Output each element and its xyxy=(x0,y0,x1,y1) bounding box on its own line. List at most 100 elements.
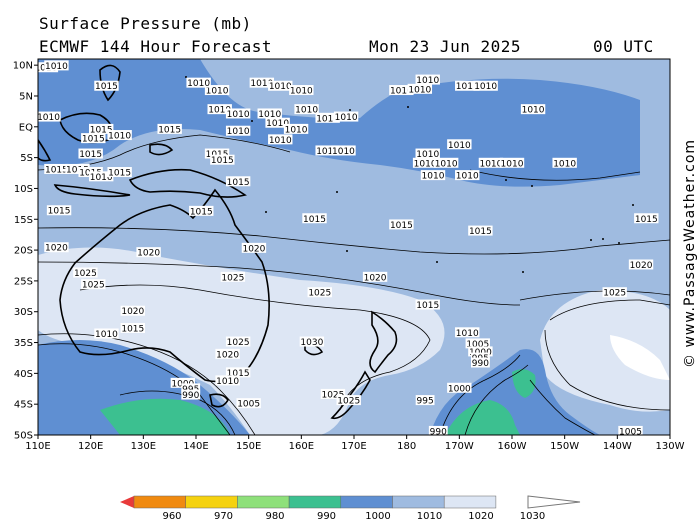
axis-ticks: 10N 5N EQ 5S 10S 15S 20S 25S 30S 35S 40S 45S 50S110E… xyxy=(13,61,685,452)
svg-text:1020: 1020 xyxy=(121,307,144,317)
svg-text:1010: 1010 xyxy=(95,330,118,340)
svg-text:1010: 1010 xyxy=(408,85,431,95)
svg-text:1010: 1010 xyxy=(227,127,250,137)
isobar-label: 1010 xyxy=(44,60,69,72)
legend-swatch xyxy=(133,495,186,509)
svg-text:1015: 1015 xyxy=(303,215,326,225)
isobar-label: 1025 xyxy=(602,287,627,299)
isobar-label: 1010 xyxy=(215,375,240,387)
isobar-label: 1015 xyxy=(89,123,114,135)
svg-text:1020: 1020 xyxy=(216,350,239,360)
svg-text:1010: 1010 xyxy=(414,159,437,169)
svg-text:1010: 1010 xyxy=(479,159,502,169)
svg-text:1010: 1010 xyxy=(553,159,576,169)
lon-label: 150W xyxy=(550,441,579,452)
lat-label: 25S xyxy=(14,276,33,287)
svg-text:1010: 1010 xyxy=(187,79,210,89)
lon-label: 140W xyxy=(603,441,632,452)
svg-text:1010: 1010 xyxy=(258,110,281,120)
svg-text:1000: 1000 xyxy=(448,384,471,394)
lat-label: 10S xyxy=(14,184,33,195)
svg-text:1010: 1010 xyxy=(285,125,308,135)
svg-text:1010: 1010 xyxy=(335,113,358,123)
isobar-label: 995 xyxy=(415,395,435,407)
svg-text:1010: 1010 xyxy=(216,377,239,387)
isobar-label: 1010 xyxy=(257,108,282,120)
isobar-label: 1010 xyxy=(294,104,319,116)
lon-label: 130W xyxy=(656,441,685,452)
lat-label: 40S xyxy=(14,369,33,380)
lon-label: 170E xyxy=(341,441,366,452)
legend-value: 990 xyxy=(317,511,336,522)
isobar-label: 1005 xyxy=(236,398,261,410)
isobar-label: 1020 xyxy=(362,271,388,283)
isobar-label: 1015 xyxy=(94,80,119,92)
svg-text:1025: 1025 xyxy=(337,397,360,407)
svg-text:1010: 1010 xyxy=(295,106,318,116)
isobar-label: 1010 xyxy=(89,171,114,183)
isobar-label: 1010 xyxy=(249,77,275,89)
isobar-label: 1015 xyxy=(44,163,69,175)
isobar-label: 1020 xyxy=(241,242,267,254)
lat-label: EQ xyxy=(19,122,33,133)
isobar-label: 1015 xyxy=(225,367,251,379)
lon-label: 110E xyxy=(25,441,50,452)
svg-text:1010: 1010 xyxy=(37,113,60,123)
svg-text:1010: 1010 xyxy=(456,172,479,182)
isobar-label: 1015 xyxy=(81,133,106,145)
isobar-label: 1010 xyxy=(455,170,480,182)
svg-text:1015: 1015 xyxy=(121,324,144,334)
isobar-label: 1030 xyxy=(299,336,325,348)
isobar-label: 1015 xyxy=(415,299,440,311)
legend-swatch xyxy=(237,495,290,509)
svg-text:1010: 1010 xyxy=(266,119,289,129)
isobar-label: 1005 xyxy=(618,425,643,435)
isobar-label: 1015 xyxy=(389,219,414,231)
svg-text:990: 990 xyxy=(472,359,489,369)
svg-text:1010: 1010 xyxy=(208,106,231,116)
isobar-label: 1010 xyxy=(407,83,433,95)
isobar-label: 1025 xyxy=(336,395,361,407)
isobar-label: 1025 xyxy=(320,388,346,400)
svg-text:1015: 1015 xyxy=(416,301,439,311)
isobar-label: 1000 xyxy=(447,382,472,394)
isobar-label: 1010 xyxy=(94,328,119,340)
svg-text:1025: 1025 xyxy=(227,338,250,348)
svg-text:1015: 1015 xyxy=(45,165,68,175)
isobar-label: 1010 xyxy=(455,80,480,92)
legend-value: 970 xyxy=(214,511,233,522)
isobar-label: 1020 xyxy=(136,247,161,259)
watermark: © www.PassageWeather.com xyxy=(682,139,698,368)
isobar-label: 990 xyxy=(181,389,201,401)
isobar-label: 1010 xyxy=(225,108,251,120)
svg-text:1010: 1010 xyxy=(227,110,250,120)
svg-text:1010: 1010 xyxy=(316,147,339,157)
svg-text:1010: 1010 xyxy=(422,172,445,182)
legend-swatch xyxy=(443,495,497,509)
isobar-label: 1010 xyxy=(107,130,132,142)
isobar-label: 1010 xyxy=(331,145,356,157)
svg-text:1015: 1015 xyxy=(390,221,413,231)
svg-text:1015: 1015 xyxy=(90,125,113,135)
svg-text:1020: 1020 xyxy=(242,244,265,254)
isobar-label: 1010 xyxy=(265,117,290,129)
svg-text:1015: 1015 xyxy=(79,150,102,160)
svg-text:1015: 1015 xyxy=(48,207,71,217)
isobar-label: 1010 xyxy=(333,111,359,123)
lat-label: 35S xyxy=(14,338,33,349)
isobar-label: 1010 xyxy=(186,77,211,89)
legend-swatch xyxy=(392,495,445,509)
isobar-label: 1010 xyxy=(473,80,498,92)
legend-value: 1010 xyxy=(417,511,442,522)
isobar-label: 1015 xyxy=(120,322,145,334)
map-title: Surface Pressure (mb) xyxy=(39,14,252,33)
svg-text:1010: 1010 xyxy=(250,79,273,89)
svg-text:1010: 1010 xyxy=(269,82,292,92)
isobar-label: 1010 xyxy=(415,148,440,160)
svg-text:1010: 1010 xyxy=(390,87,413,97)
isobar-label: 1015 xyxy=(210,154,235,166)
lon-label: 160E xyxy=(289,441,314,452)
isobar-label: 1010 xyxy=(455,327,480,339)
svg-text:1025: 1025 xyxy=(82,281,105,291)
svg-text:1010: 1010 xyxy=(332,147,355,157)
